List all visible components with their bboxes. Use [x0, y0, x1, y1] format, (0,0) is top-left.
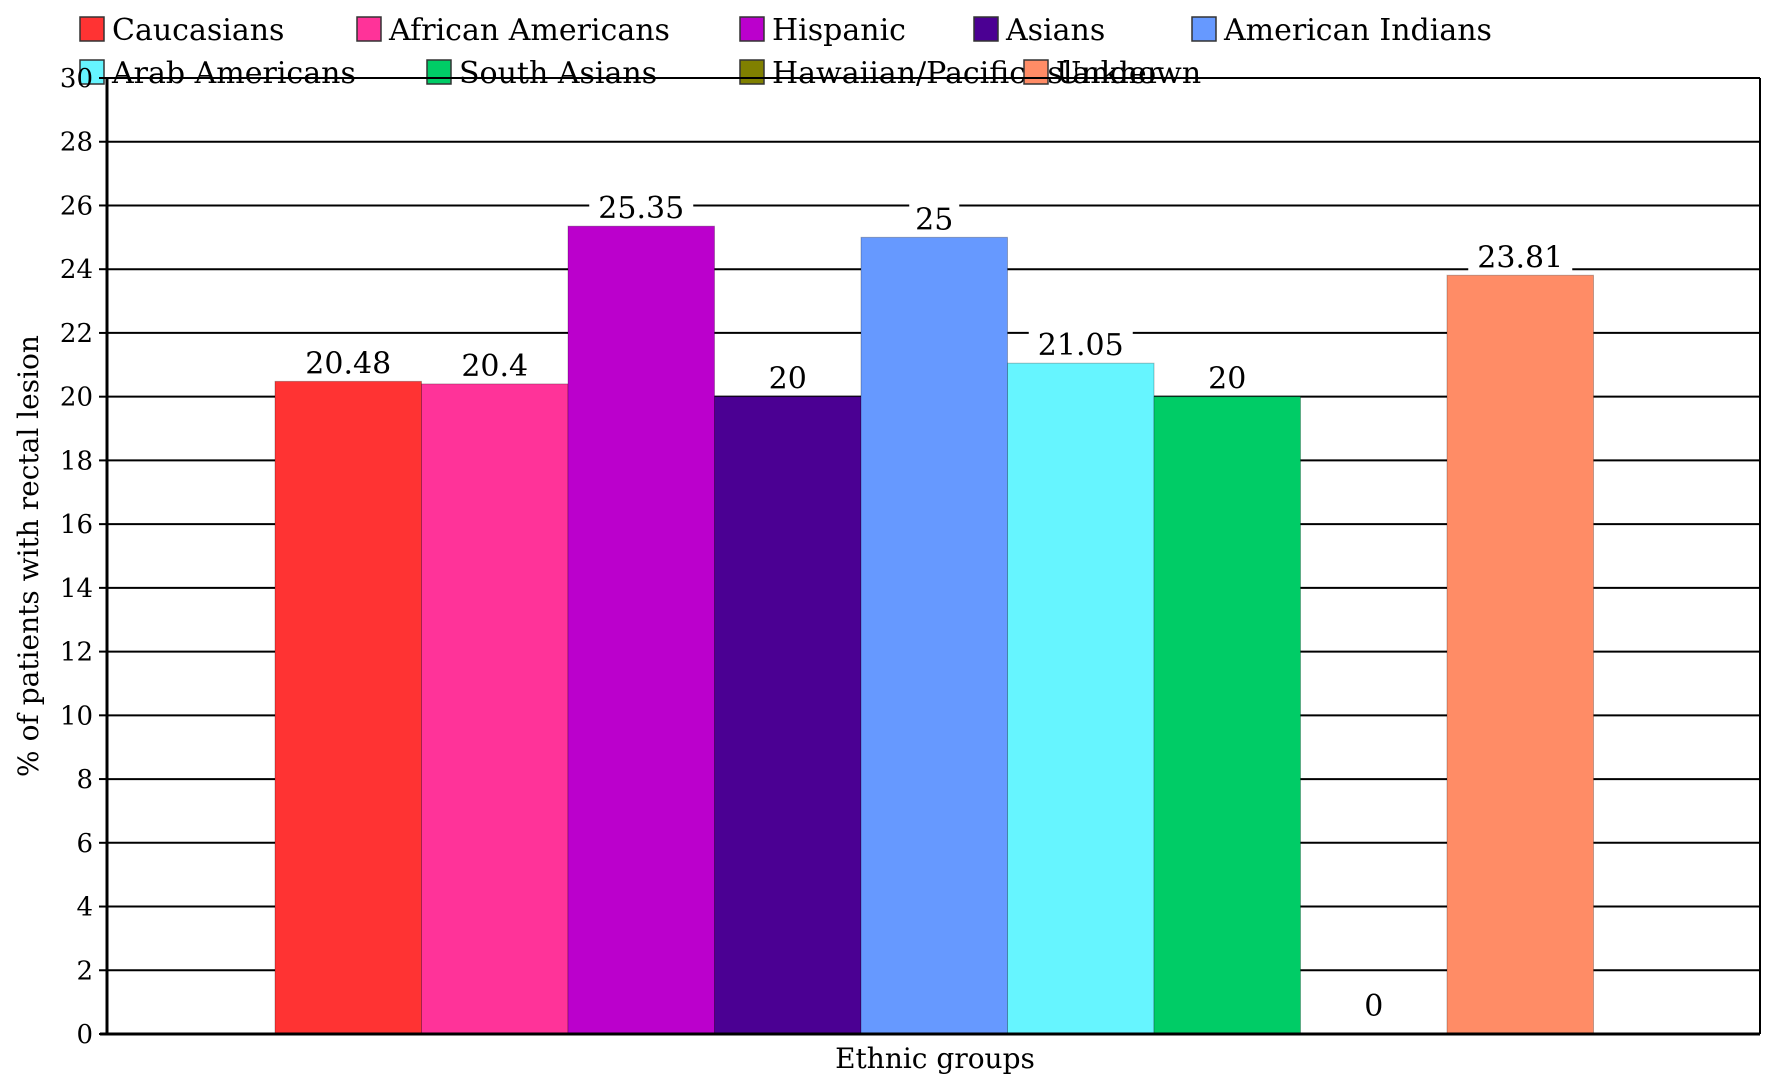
y-tick-label: 30 — [60, 64, 93, 94]
legend-label: Asians — [1005, 13, 1105, 48]
legend-item-south-asians: South Asians — [426, 56, 657, 91]
legend-label: Hispanic — [772, 13, 906, 48]
data-label-african-americans: 20.4 — [461, 349, 528, 384]
bar-unknown — [1446, 274, 1594, 1035]
data-label-background — [909, 199, 960, 236]
legend-swatch — [973, 16, 999, 42]
legend-label: South Asians — [459, 56, 657, 91]
data-label-arab-americans: 21.05 — [1038, 328, 1124, 363]
y-tick-label: 4 — [76, 893, 93, 923]
bars — [274, 225, 1594, 1035]
y-axis-title: % of patients with rectal lesion — [12, 335, 45, 777]
y-tick-label: 28 — [60, 128, 93, 158]
legend-item-african-americans: African Americans — [356, 13, 670, 48]
y-tick-label: 18 — [60, 446, 93, 476]
legend-swatch — [739, 59, 765, 85]
data-label-hawaiian-pacific-islander: 0 — [1364, 989, 1383, 1024]
y-tick-label: 16 — [60, 510, 93, 540]
y-tick-label: 20 — [60, 383, 93, 413]
data-label-background — [451, 345, 538, 382]
data-labels: 20.48 20.4 25.35 20 25 21.05 20 0 23.81 — [296, 188, 1573, 1024]
bar-african-americans — [421, 383, 569, 1035]
legend-item-hispanic: Hispanic — [739, 13, 906, 48]
y-tick-label: 0 — [76, 1020, 93, 1050]
legend-swatch — [1191, 16, 1217, 42]
legend-swatch — [356, 16, 382, 42]
legend-label: Hawaiian/Pacific Islander — [772, 56, 1162, 91]
data-label-caucasians: 20.48 — [305, 346, 391, 381]
data-label-background — [762, 358, 813, 395]
legend-item-unknown: Unknown — [1023, 56, 1201, 91]
legend-item-asians: Asians — [973, 13, 1105, 48]
y-tick-label: 8 — [76, 765, 93, 795]
data-label-asians: 20 — [769, 362, 807, 397]
legend-swatch — [426, 59, 452, 85]
legend-item-hawaiian-pacific-islander: Hawaiian/Pacific Islander — [739, 56, 1162, 91]
data-label-background — [1468, 237, 1573, 274]
y-tick-label: 22 — [60, 319, 93, 349]
y-tick-label: 2 — [76, 956, 93, 986]
data-label-hispanic: 25.35 — [598, 191, 684, 226]
data-label-background — [1028, 325, 1133, 362]
legend-swatch — [79, 16, 105, 42]
data-label-background — [296, 343, 401, 380]
y-tick-label: 6 — [76, 829, 93, 859]
bar-hispanic — [567, 225, 715, 1035]
y-tick-label: 26 — [60, 191, 93, 221]
y-tick-label: 24 — [60, 255, 93, 285]
y-tick-label: 14 — [60, 574, 93, 604]
bar-arab-americans — [1007, 362, 1155, 1035]
legend-item-american-indians: American Indians — [1191, 13, 1492, 48]
legend-label: African Americans — [388, 13, 670, 48]
y-tick-label: 12 — [60, 638, 93, 668]
legend-swatch — [79, 59, 105, 85]
legend-item-arab-americans: Arab Americans — [79, 56, 356, 91]
legend-label: Arab Americans — [111, 56, 356, 91]
bar-asians — [714, 396, 862, 1035]
y-tick-label: 10 — [60, 701, 93, 731]
bar-caucasians — [274, 380, 422, 1035]
data-label-background — [589, 188, 694, 225]
data-label-unknown: 23.81 — [1477, 240, 1563, 275]
data-label-south-asians: 20 — [1208, 362, 1246, 397]
legend-swatch — [739, 16, 765, 42]
data-label-american-indians: 25 — [915, 202, 953, 237]
legend-item-caucasians: Caucasians — [79, 13, 284, 48]
bar-american-indians — [860, 236, 1008, 1035]
data-label-background — [1202, 358, 1253, 395]
legend-label: American Indians — [1223, 13, 1492, 48]
legend: Caucasians African Americans Hispanic Asian… — [79, 13, 1492, 91]
bar-south-asians — [1153, 396, 1301, 1035]
legend-label: Unknown — [1056, 56, 1201, 91]
legend-swatch — [1023, 59, 1049, 85]
x-axis-title: Ethnic groups — [835, 1042, 1035, 1075]
legend-label: Caucasians — [112, 13, 284, 48]
